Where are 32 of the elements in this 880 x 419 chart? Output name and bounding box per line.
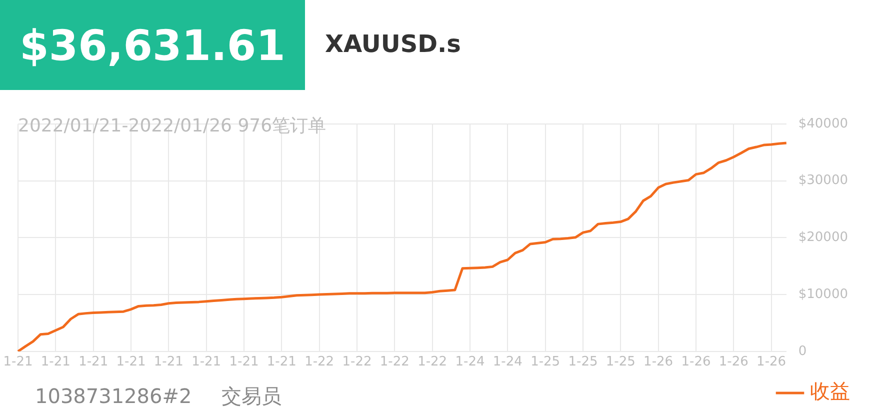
y-tick-label: $10000: [798, 286, 848, 302]
x-tick-label: 1-21: [192, 354, 222, 370]
y-tick-label: $20000: [798, 230, 848, 246]
x-tick-label: 1-22: [304, 354, 334, 370]
x-tick-label: 1-21: [266, 354, 296, 370]
x-tick-label: 1-25: [568, 354, 598, 370]
x-tick-label: 1-25: [530, 354, 560, 370]
x-tick-label: 1-21: [40, 354, 70, 370]
x-tick-label: 1-26: [644, 354, 674, 370]
x-tick-label: 1-24: [492, 354, 522, 370]
legend-label: 收益: [810, 379, 850, 404]
x-tick-label: 1-26: [718, 354, 748, 370]
x-tick-label: 1-21: [3, 354, 33, 370]
x-tick-label: 1-22: [380, 354, 410, 370]
x-tick-label: 1-21: [78, 354, 108, 370]
chart-title: $36,631.61: [0, 0, 305, 90]
x-tick-label: 1-21: [116, 354, 146, 370]
y-tick-label: $40000: [798, 116, 848, 132]
x-tick-label: 1-21: [229, 354, 259, 370]
x-tick-label: 1-26: [756, 354, 786, 370]
x-tick-label: 1-26: [681, 354, 711, 370]
text: 交易员: [222, 384, 282, 408]
text: 1038731286#2: [35, 384, 192, 408]
annotation: 2022/01/21-2022/01/26 976笔订单: [18, 116, 326, 137]
x-tick-label: 1-22: [342, 354, 372, 370]
chart-subtitle: XAUUSD.s: [325, 30, 461, 58]
y-tick-label: 0: [798, 344, 807, 359]
x-tick-label: 1-21: [154, 354, 184, 370]
x-tick-label: 1-25: [606, 354, 636, 370]
x-tick-label: 1-24: [455, 354, 485, 370]
y-tick-label: $30000: [798, 173, 848, 188]
x-tick-label: 1-22: [418, 354, 448, 370]
